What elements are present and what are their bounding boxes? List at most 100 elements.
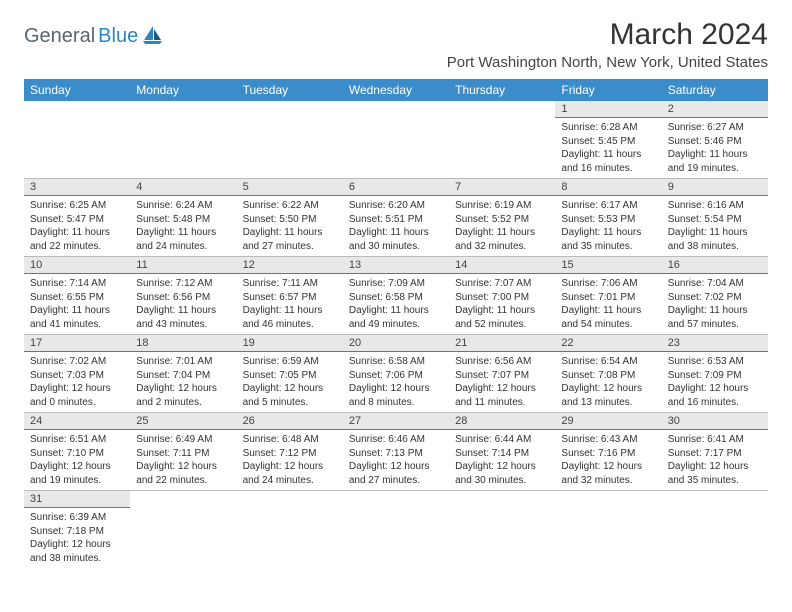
calendar-day-cell: 20Sunrise: 6:58 AMSunset: 7:06 PMDayligh…: [343, 335, 449, 413]
day-data: Sunrise: 7:01 AMSunset: 7:04 PMDaylight:…: [130, 352, 236, 412]
day-data: Sunrise: 6:39 AMSunset: 7:18 PMDaylight:…: [24, 508, 130, 568]
day-data: Sunrise: 6:46 AMSunset: 7:13 PMDaylight:…: [343, 430, 449, 490]
calendar-table: SundayMondayTuesdayWednesdayThursdayFrid…: [24, 79, 768, 568]
calendar-empty-cell: [130, 491, 236, 569]
logo: General Blue: [24, 24, 164, 49]
day-number: 27: [343, 413, 449, 430]
day-number: 24: [24, 413, 130, 430]
month-title: March 2024: [447, 18, 768, 52]
day-number: 7: [449, 179, 555, 196]
calendar-day-cell: 1Sunrise: 6:28 AMSunset: 5:45 PMDaylight…: [555, 101, 661, 179]
calendar-day-cell: 24Sunrise: 6:51 AMSunset: 7:10 PMDayligh…: [24, 413, 130, 491]
day-data: Sunrise: 7:11 AMSunset: 6:57 PMDaylight:…: [237, 274, 343, 334]
day-data: Sunrise: 6:17 AMSunset: 5:53 PMDaylight:…: [555, 196, 661, 256]
day-data: Sunrise: 6:19 AMSunset: 5:52 PMDaylight:…: [449, 196, 555, 256]
calendar-day-cell: 19Sunrise: 6:59 AMSunset: 7:05 PMDayligh…: [237, 335, 343, 413]
calendar-empty-cell: [343, 101, 449, 179]
day-number: 30: [662, 413, 768, 430]
calendar-day-cell: 11Sunrise: 7:12 AMSunset: 6:56 PMDayligh…: [130, 257, 236, 335]
calendar-day-cell: 29Sunrise: 6:43 AMSunset: 7:16 PMDayligh…: [555, 413, 661, 491]
weekday-header: Sunday: [24, 79, 130, 101]
calendar-day-cell: 5Sunrise: 6:22 AMSunset: 5:50 PMDaylight…: [237, 179, 343, 257]
calendar-week-row: 1Sunrise: 6:28 AMSunset: 5:45 PMDaylight…: [24, 101, 768, 179]
calendar-day-cell: 23Sunrise: 6:53 AMSunset: 7:09 PMDayligh…: [662, 335, 768, 413]
day-number: 14: [449, 257, 555, 274]
calendar-empty-cell: [237, 491, 343, 569]
sail-icon: [142, 24, 164, 49]
day-data: Sunrise: 6:59 AMSunset: 7:05 PMDaylight:…: [237, 352, 343, 412]
day-number: 16: [662, 257, 768, 274]
calendar-day-cell: 17Sunrise: 7:02 AMSunset: 7:03 PMDayligh…: [24, 335, 130, 413]
weekday-header-row: SundayMondayTuesdayWednesdayThursdayFrid…: [24, 79, 768, 101]
day-number: 5: [237, 179, 343, 196]
day-number: 29: [555, 413, 661, 430]
calendar-day-cell: 21Sunrise: 6:56 AMSunset: 7:07 PMDayligh…: [449, 335, 555, 413]
day-data: Sunrise: 6:48 AMSunset: 7:12 PMDaylight:…: [237, 430, 343, 490]
calendar-day-cell: 12Sunrise: 7:11 AMSunset: 6:57 PMDayligh…: [237, 257, 343, 335]
location: Port Washington North, New York, United …: [447, 54, 768, 71]
day-number: 17: [24, 335, 130, 352]
logo-text-gray: General: [24, 25, 95, 48]
calendar-empty-cell: [555, 491, 661, 569]
day-data: Sunrise: 7:07 AMSunset: 7:00 PMDaylight:…: [449, 274, 555, 334]
calendar-day-cell: 10Sunrise: 7:14 AMSunset: 6:55 PMDayligh…: [24, 257, 130, 335]
day-data: Sunrise: 6:41 AMSunset: 7:17 PMDaylight:…: [662, 430, 768, 490]
day-number: 28: [449, 413, 555, 430]
day-number: 3: [24, 179, 130, 196]
calendar-day-cell: 13Sunrise: 7:09 AMSunset: 6:58 PMDayligh…: [343, 257, 449, 335]
day-data: Sunrise: 6:25 AMSunset: 5:47 PMDaylight:…: [24, 196, 130, 256]
calendar-week-row: 31Sunrise: 6:39 AMSunset: 7:18 PMDayligh…: [24, 491, 768, 569]
calendar-week-row: 24Sunrise: 6:51 AMSunset: 7:10 PMDayligh…: [24, 413, 768, 491]
weekday-header: Wednesday: [343, 79, 449, 101]
calendar-day-cell: 18Sunrise: 7:01 AMSunset: 7:04 PMDayligh…: [130, 335, 236, 413]
day-number: 23: [662, 335, 768, 352]
day-number: 10: [24, 257, 130, 274]
calendar-empty-cell: [237, 101, 343, 179]
calendar-day-cell: 15Sunrise: 7:06 AMSunset: 7:01 PMDayligh…: [555, 257, 661, 335]
day-data: Sunrise: 6:54 AMSunset: 7:08 PMDaylight:…: [555, 352, 661, 412]
day-data: Sunrise: 6:53 AMSunset: 7:09 PMDaylight:…: [662, 352, 768, 412]
weekday-header: Friday: [555, 79, 661, 101]
day-number: 12: [237, 257, 343, 274]
day-data: Sunrise: 6:24 AMSunset: 5:48 PMDaylight:…: [130, 196, 236, 256]
day-data: Sunrise: 6:20 AMSunset: 5:51 PMDaylight:…: [343, 196, 449, 256]
day-data: Sunrise: 6:44 AMSunset: 7:14 PMDaylight:…: [449, 430, 555, 490]
calendar-day-cell: 14Sunrise: 7:07 AMSunset: 7:00 PMDayligh…: [449, 257, 555, 335]
calendar-day-cell: 3Sunrise: 6:25 AMSunset: 5:47 PMDaylight…: [24, 179, 130, 257]
calendar-day-cell: 30Sunrise: 6:41 AMSunset: 7:17 PMDayligh…: [662, 413, 768, 491]
day-number: 18: [130, 335, 236, 352]
calendar-day-cell: 31Sunrise: 6:39 AMSunset: 7:18 PMDayligh…: [24, 491, 130, 569]
day-data: Sunrise: 7:04 AMSunset: 7:02 PMDaylight:…: [662, 274, 768, 334]
calendar-empty-cell: [343, 491, 449, 569]
calendar-day-cell: 6Sunrise: 6:20 AMSunset: 5:51 PMDaylight…: [343, 179, 449, 257]
day-number: 26: [237, 413, 343, 430]
title-block: March 2024 Port Washington North, New Yo…: [447, 18, 768, 71]
day-number: 1: [555, 101, 661, 118]
weekday-header: Saturday: [662, 79, 768, 101]
day-number: 9: [662, 179, 768, 196]
calendar-day-cell: 27Sunrise: 6:46 AMSunset: 7:13 PMDayligh…: [343, 413, 449, 491]
day-number: 13: [343, 257, 449, 274]
weekday-header: Tuesday: [237, 79, 343, 101]
header: General Blue March 2024 Port Washington …: [24, 18, 768, 71]
day-data: Sunrise: 6:58 AMSunset: 7:06 PMDaylight:…: [343, 352, 449, 412]
day-data: Sunrise: 6:43 AMSunset: 7:16 PMDaylight:…: [555, 430, 661, 490]
day-data: Sunrise: 6:28 AMSunset: 5:45 PMDaylight:…: [555, 118, 661, 178]
calendar-week-row: 17Sunrise: 7:02 AMSunset: 7:03 PMDayligh…: [24, 335, 768, 413]
calendar-day-cell: 16Sunrise: 7:04 AMSunset: 7:02 PMDayligh…: [662, 257, 768, 335]
day-number: 6: [343, 179, 449, 196]
day-number: 22: [555, 335, 661, 352]
day-number: 2: [662, 101, 768, 118]
calendar-day-cell: 22Sunrise: 6:54 AMSunset: 7:08 PMDayligh…: [555, 335, 661, 413]
day-number: 8: [555, 179, 661, 196]
day-data: Sunrise: 7:02 AMSunset: 7:03 PMDaylight:…: [24, 352, 130, 412]
weekday-header: Thursday: [449, 79, 555, 101]
day-data: Sunrise: 6:16 AMSunset: 5:54 PMDaylight:…: [662, 196, 768, 256]
day-data: Sunrise: 6:49 AMSunset: 7:11 PMDaylight:…: [130, 430, 236, 490]
calendar-empty-cell: [24, 101, 130, 179]
calendar-day-cell: 9Sunrise: 6:16 AMSunset: 5:54 PMDaylight…: [662, 179, 768, 257]
calendar-empty-cell: [662, 491, 768, 569]
day-data: Sunrise: 6:56 AMSunset: 7:07 PMDaylight:…: [449, 352, 555, 412]
calendar-empty-cell: [449, 491, 555, 569]
day-data: Sunrise: 7:06 AMSunset: 7:01 PMDaylight:…: [555, 274, 661, 334]
